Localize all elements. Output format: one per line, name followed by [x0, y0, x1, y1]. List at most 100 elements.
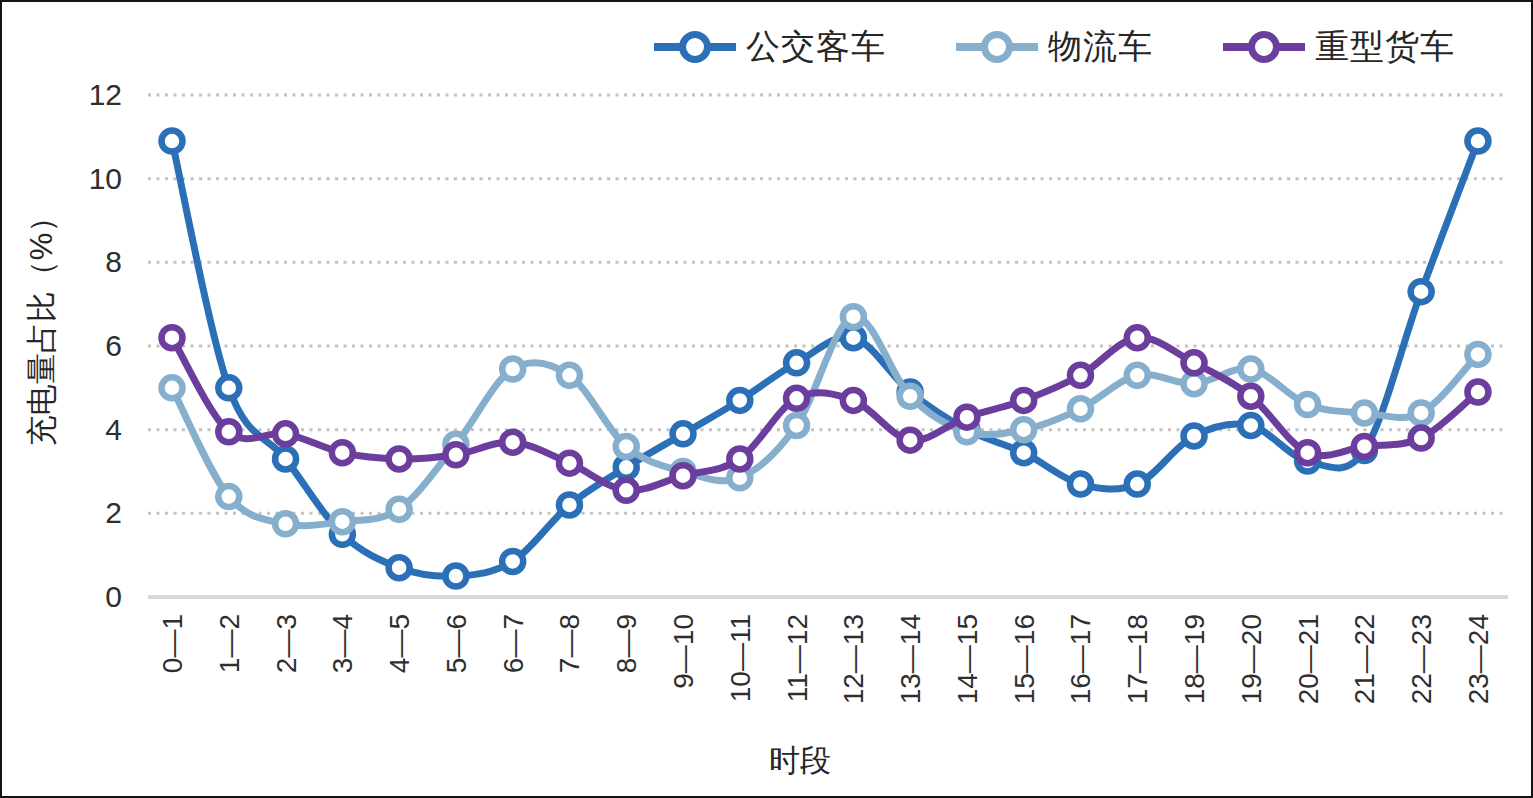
- y-tick-label: 6: [105, 329, 122, 362]
- x-tick-label: 6—7: [498, 614, 529, 673]
- data-point-series-1: [843, 306, 864, 327]
- x-tick-label: 13—14: [895, 614, 926, 704]
- data-point-series-2: [956, 407, 977, 428]
- data-point-series-1: [1070, 398, 1091, 419]
- data-point-series-2: [786, 388, 807, 409]
- data-point-series-2: [673, 465, 694, 486]
- data-point-series-0: [786, 352, 807, 373]
- x-tick-label: 22—23: [1406, 614, 1437, 704]
- data-point-series-0: [162, 131, 183, 152]
- line-marker-swatch-icon: [652, 26, 738, 68]
- chart-legend: 公交客车 物流车 重型货车: [652, 24, 1455, 70]
- data-point-series-2: [1127, 327, 1148, 348]
- data-point-series-2: [843, 390, 864, 411]
- data-point-series-1: [1240, 359, 1261, 380]
- data-point-series-0: [1411, 281, 1432, 302]
- data-point-series-0: [218, 377, 239, 398]
- data-point-series-2: [1240, 386, 1261, 407]
- data-point-series-1: [162, 377, 183, 398]
- y-tick-label: 10: [89, 162, 122, 195]
- data-point-series-0: [1467, 131, 1488, 152]
- data-point-series-1: [1127, 365, 1148, 386]
- data-point-series-1: [1013, 419, 1034, 440]
- x-axis-title: 时段: [660, 740, 940, 782]
- y-tick-label: 8: [105, 245, 122, 278]
- data-point-series-0: [729, 390, 750, 411]
- data-point-series-1: [332, 511, 353, 532]
- x-tick-label: 23—24: [1463, 614, 1494, 704]
- x-tick-label: 15—16: [1009, 614, 1040, 704]
- data-point-series-2: [1297, 442, 1318, 463]
- x-tick-label: 3—4: [327, 614, 358, 673]
- data-point-series-0: [1240, 415, 1261, 436]
- data-point-series-1: [1467, 344, 1488, 365]
- x-tick-label: 21—22: [1349, 614, 1380, 704]
- data-point-series-1: [1297, 394, 1318, 415]
- data-point-series-1: [218, 486, 239, 507]
- x-tick-label: 10—11: [725, 614, 756, 702]
- plot-area: 0246810120—11—22—33—44—55—66—77—88—99—10…: [0, 0, 1533, 798]
- data-point-series-2: [1070, 365, 1091, 386]
- data-point-series-2: [162, 327, 183, 348]
- data-point-series-1: [502, 359, 523, 380]
- x-tick-label: 16—17: [1065, 614, 1096, 704]
- x-tick-label: 2—3: [271, 614, 302, 673]
- data-point-series-0: [559, 494, 580, 515]
- data-point-series-2: [729, 448, 750, 469]
- data-point-series-0: [1013, 442, 1034, 463]
- x-tick-label: 5—6: [441, 614, 472, 673]
- data-point-series-2: [218, 421, 239, 442]
- data-point-series-2: [616, 480, 637, 501]
- y-tick-label: 2: [105, 496, 122, 529]
- x-tick-label: 11—12: [782, 614, 813, 702]
- legend-item-bus: 公交客车: [652, 24, 886, 70]
- data-point-series-2: [1184, 352, 1205, 373]
- legend-item-logistics: 物流车: [954, 24, 1153, 70]
- data-point-series-2: [502, 432, 523, 453]
- data-point-series-1: [616, 436, 637, 457]
- data-point-series-2: [1354, 436, 1375, 457]
- data-point-series-1: [275, 513, 296, 534]
- y-tick-label: 4: [105, 413, 122, 446]
- line-marker-swatch-icon: [1221, 26, 1307, 68]
- data-point-series-1: [1411, 402, 1432, 423]
- data-point-series-1: [389, 499, 410, 520]
- data-point-series-0: [1127, 474, 1148, 495]
- data-point-series-2: [445, 444, 466, 465]
- legend-label-heavy-truck: 重型货车: [1315, 24, 1455, 70]
- x-tick-label: 8—9: [611, 614, 642, 673]
- data-point-series-2: [332, 442, 353, 463]
- data-point-series-2: [275, 423, 296, 444]
- data-point-series-1: [900, 386, 921, 407]
- x-tick-label: 19—20: [1236, 614, 1267, 704]
- data-point-series-2: [1411, 428, 1432, 449]
- data-point-series-2: [559, 453, 580, 474]
- data-point-series-0: [1070, 474, 1091, 495]
- y-tick-label: 12: [89, 78, 122, 111]
- y-tick-label: 0: [105, 580, 122, 613]
- line-marker-swatch-icon: [954, 26, 1040, 68]
- legend-label-bus: 公交客车: [746, 24, 886, 70]
- data-point-series-2: [389, 448, 410, 469]
- data-point-series-2: [1013, 390, 1034, 411]
- x-tick-label: 1—2: [214, 614, 245, 673]
- data-point-series-0: [275, 448, 296, 469]
- data-point-series-0: [1184, 425, 1205, 446]
- x-tick-label: 18—19: [1179, 614, 1210, 704]
- x-tick-label: 20—21: [1293, 614, 1324, 704]
- data-point-series-0: [673, 423, 694, 444]
- data-point-series-2: [1467, 382, 1488, 403]
- data-point-series-0: [389, 557, 410, 578]
- x-tick-label: 0—1: [157, 614, 188, 673]
- legend-item-heavy-truck: 重型货车: [1221, 24, 1455, 70]
- data-point-series-0: [445, 566, 466, 587]
- data-point-series-0: [502, 551, 523, 572]
- x-tick-label: 12—13: [838, 614, 869, 704]
- x-tick-label: 4—5: [384, 614, 415, 673]
- x-tick-label: 14—15: [952, 614, 983, 704]
- x-tick-label: 9—10: [668, 614, 699, 689]
- data-point-series-1: [1354, 402, 1375, 423]
- x-tick-label: 17—18: [1122, 614, 1153, 704]
- data-point-series-1: [786, 415, 807, 436]
- data-point-series-2: [900, 430, 921, 451]
